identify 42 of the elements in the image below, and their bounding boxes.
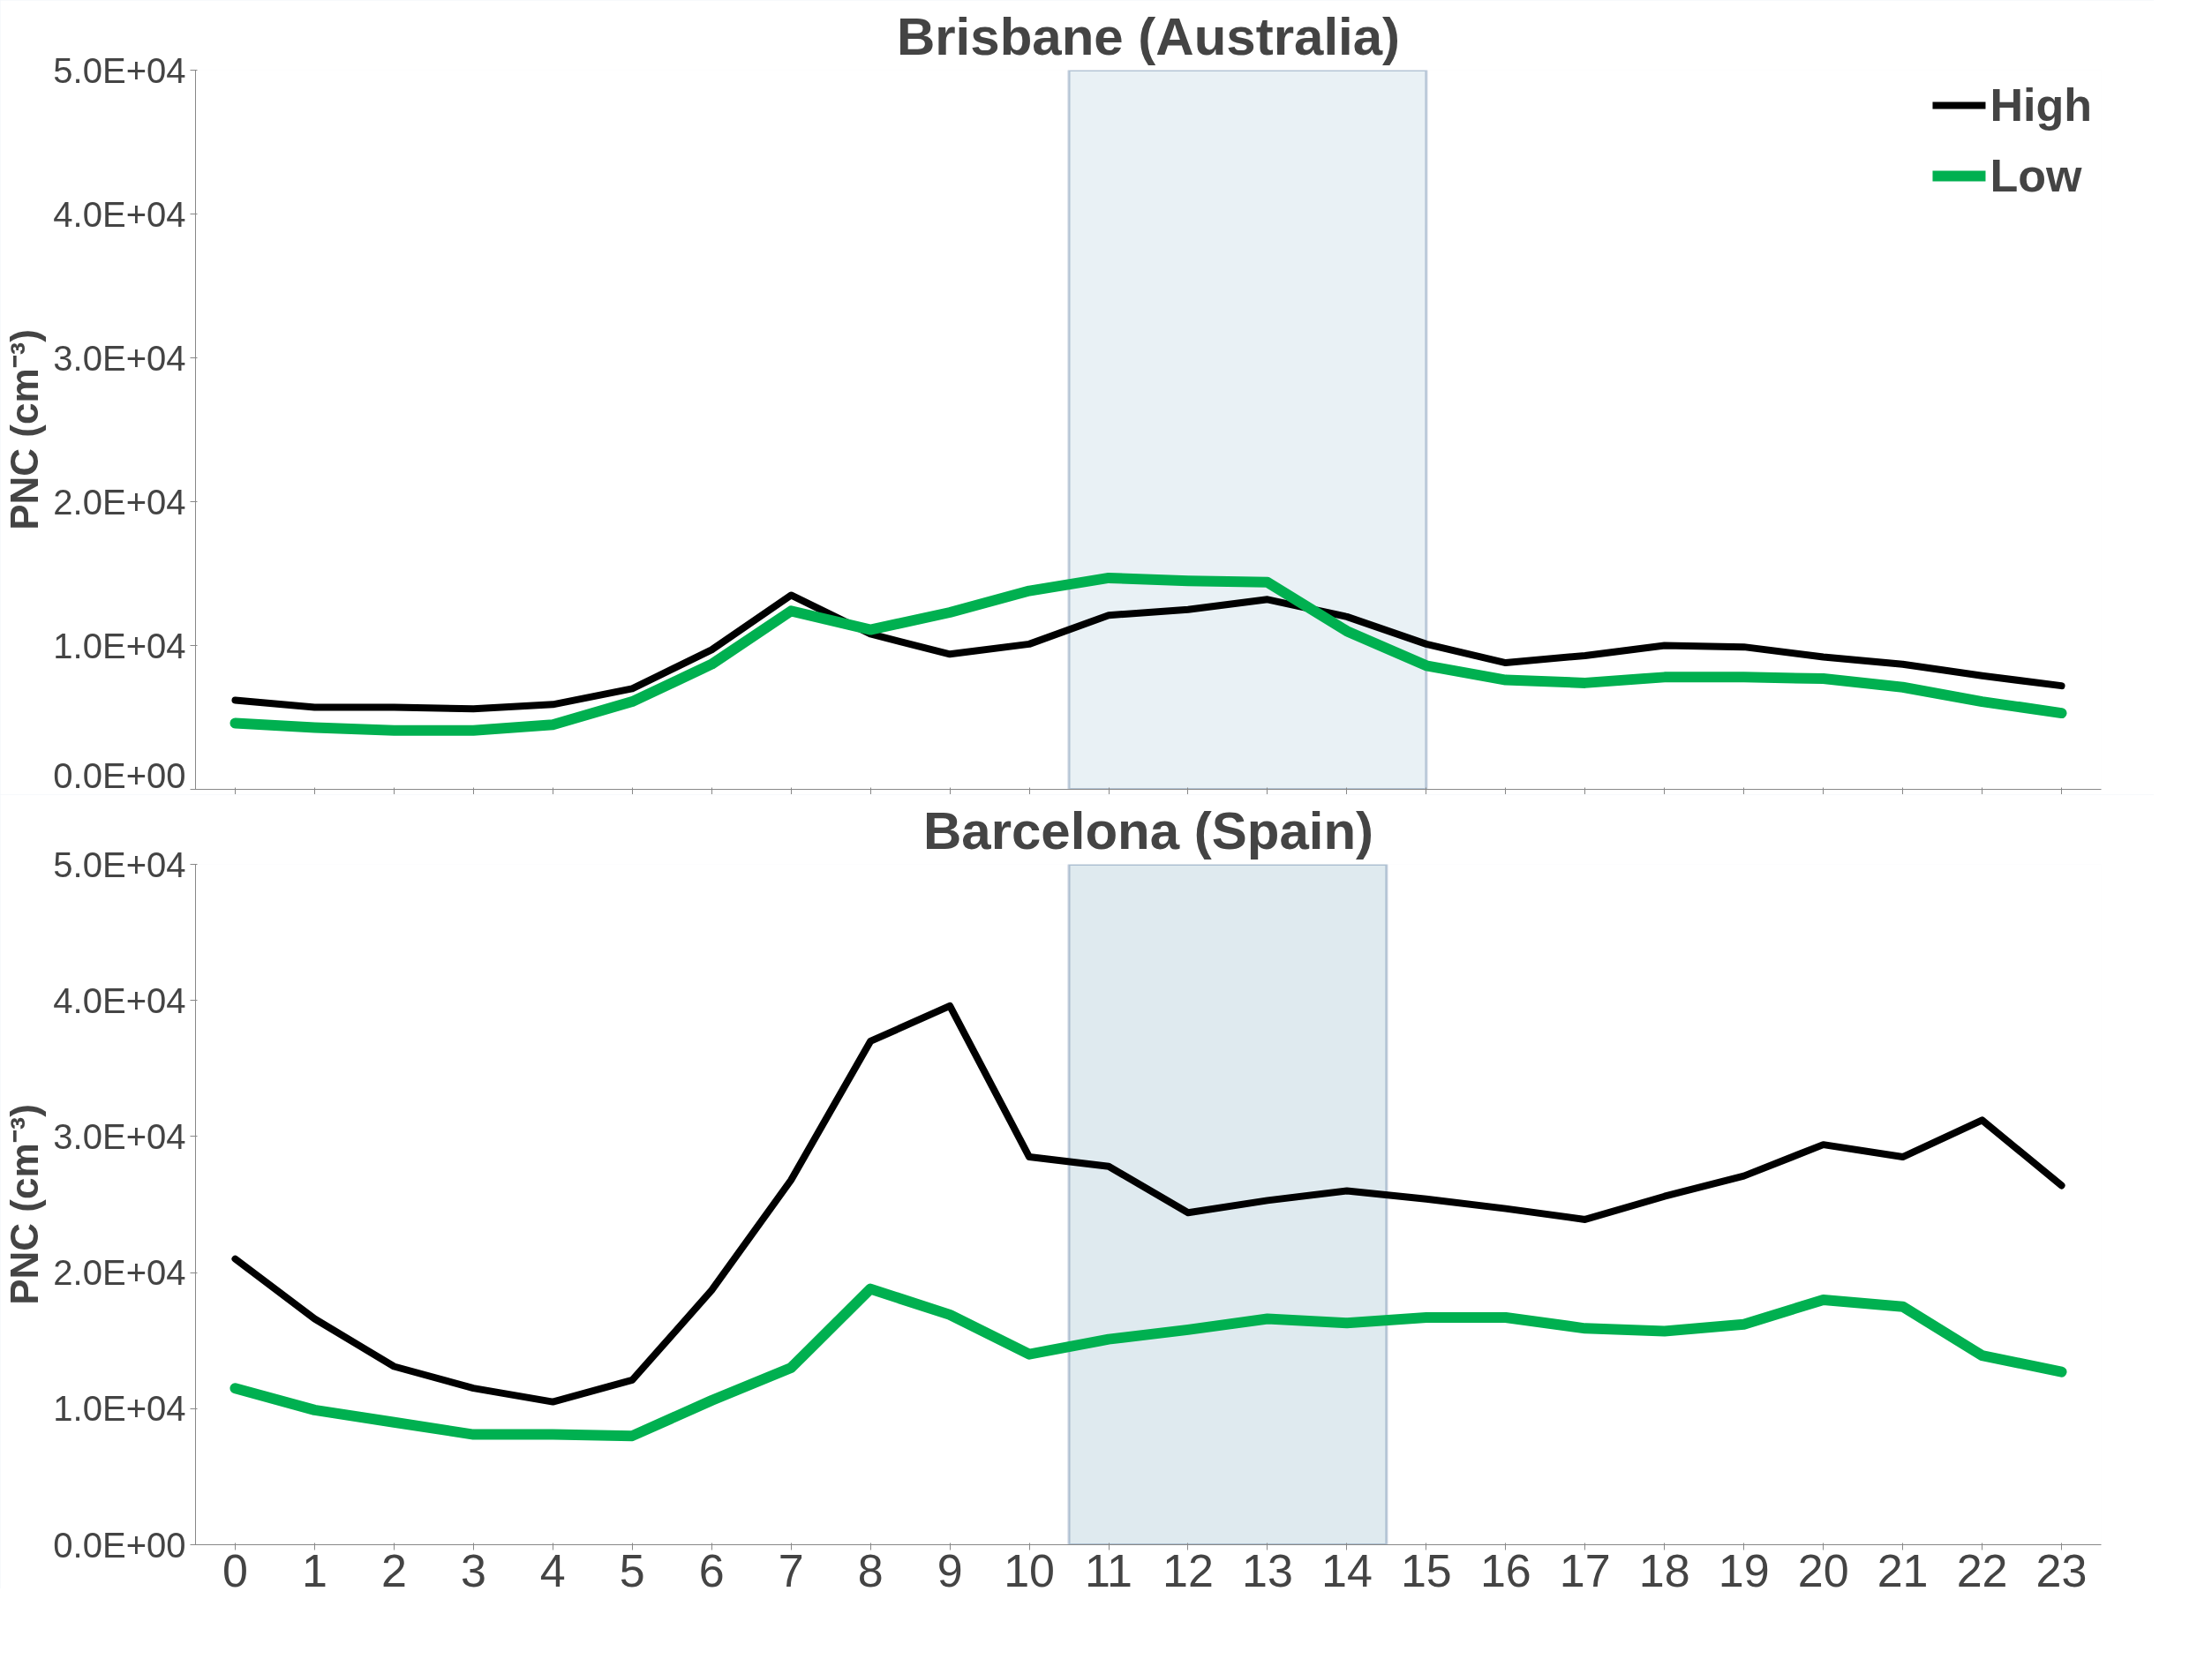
y-tick-label: 2.0E+04 xyxy=(53,1253,186,1293)
y-axis-title: PNC (cm⁻³) xyxy=(3,329,47,530)
x-tick-label: 10 xyxy=(1004,1544,1055,1596)
y-tick-label: 0.0E+00 xyxy=(53,755,186,795)
y-tick-label: 5.0E+04 xyxy=(53,845,186,884)
x-tick-label: 22 xyxy=(1956,1544,2008,1596)
y-tick-label: 1.0E+04 xyxy=(53,626,186,665)
x-tick-label: 17 xyxy=(1559,1544,1611,1596)
x-tick-label: 11 xyxy=(1085,1544,1133,1596)
x-tick-label: 0 xyxy=(222,1544,248,1596)
x-tick-label: 4 xyxy=(539,1544,566,1596)
y-tick-label: 4.0E+04 xyxy=(53,194,186,234)
legend-label: Low xyxy=(1990,149,2082,202)
chart-title: Barcelona (Spain) xyxy=(922,800,1374,860)
y-tick-label: 3.0E+04 xyxy=(53,338,186,378)
x-tick-label: 14 xyxy=(1320,1544,1373,1596)
x-tick-label: 15 xyxy=(1400,1544,1452,1596)
x-tick-label: 6 xyxy=(698,1544,725,1596)
x-tick-label: 16 xyxy=(1479,1544,1531,1596)
y-tick-label: 4.0E+04 xyxy=(53,980,186,1020)
x-tick-label: 9 xyxy=(937,1544,963,1596)
x-tick-label: 21 xyxy=(1877,1544,1929,1596)
y-tick-label: 1.0E+04 xyxy=(53,1389,186,1429)
chart-title: Brisbane (Australia) xyxy=(896,6,1401,66)
y-tick-label: 3.0E+04 xyxy=(53,1116,186,1156)
x-tick-label: 5 xyxy=(619,1544,645,1596)
legend-label: High xyxy=(1990,79,2092,131)
x-tick-label: 3 xyxy=(460,1544,486,1596)
y-tick-label: 5.0E+04 xyxy=(53,50,186,90)
x-tick-label: 7 xyxy=(778,1544,804,1596)
x-tick-label: 23 xyxy=(2035,1544,2088,1596)
x-tick-label: 2 xyxy=(380,1544,407,1596)
x-tick-label: 8 xyxy=(857,1544,884,1596)
x-tick-label: 19 xyxy=(1718,1544,1770,1596)
y-tick-label: 2.0E+04 xyxy=(53,482,186,522)
x-tick-label: 20 xyxy=(1797,1544,1849,1596)
y-axis-title: PNC (cm⁻³) xyxy=(3,1104,47,1305)
y-tick-label: 0.0E+00 xyxy=(53,1525,186,1565)
x-tick-label: 1 xyxy=(301,1544,327,1596)
x-tick-label: 18 xyxy=(1638,1544,1690,1596)
x-tick-label: 12 xyxy=(1162,1544,1214,1596)
x-tick-label: 13 xyxy=(1242,1544,1293,1596)
